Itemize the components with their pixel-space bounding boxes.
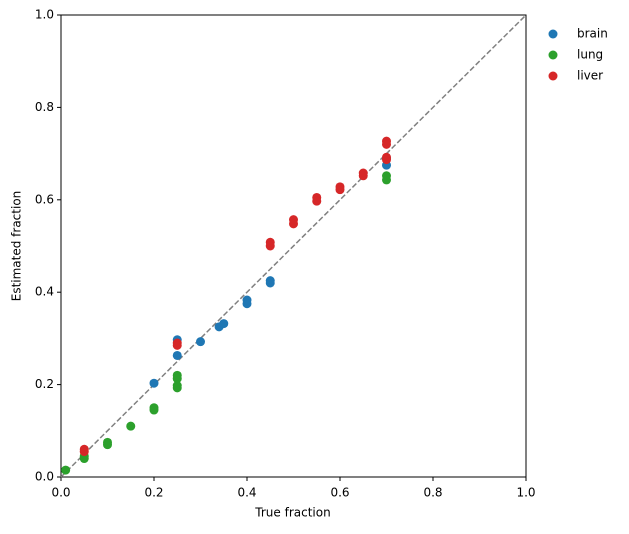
- point: [172, 350, 182, 360]
- point: [172, 383, 182, 393]
- legend-marker: [548, 29, 558, 39]
- x-tick-label: 0.6: [330, 486, 349, 500]
- y-tick-label: 0.4: [35, 285, 54, 299]
- point: [382, 155, 391, 165]
- legend-label: brain: [577, 27, 608, 41]
- x-tick-label: 0.8: [423, 486, 442, 500]
- point: [382, 139, 391, 149]
- point: [219, 319, 229, 329]
- point: [265, 241, 275, 251]
- reference-line: [60, 14, 527, 478]
- y-tick-label: 0.8: [35, 100, 54, 114]
- point: [149, 378, 159, 388]
- point: [172, 340, 182, 350]
- point: [196, 337, 205, 347]
- y-axis-label: Estimated fraction: [10, 191, 24, 302]
- y-tick-label: 0.2: [35, 377, 54, 391]
- x-tick-label: 1.0: [516, 486, 535, 500]
- point: [358, 171, 368, 181]
- point: [172, 374, 182, 384]
- point: [103, 440, 112, 450]
- legend-label: liver: [577, 69, 603, 83]
- point: [289, 219, 298, 229]
- point: [126, 421, 136, 431]
- legend-marker: [548, 71, 558, 81]
- point: [242, 299, 252, 309]
- y-tick-label: 0.0: [35, 470, 54, 484]
- x-tick-label: 0.4: [237, 486, 256, 500]
- x-tick-label: 0.0: [51, 486, 70, 500]
- y-tick-label: 1.0: [35, 8, 54, 22]
- y-tick-label: 0.6: [35, 192, 54, 206]
- point: [265, 278, 275, 288]
- x-axis-label: True fraction: [254, 506, 330, 520]
- legend-label: lung: [577, 48, 603, 62]
- point: [61, 465, 71, 475]
- point: [149, 405, 159, 415]
- plot-frame: [60, 14, 527, 478]
- point: [382, 175, 391, 185]
- point: [335, 185, 345, 195]
- legend-marker: [548, 50, 558, 60]
- point: [79, 447, 89, 457]
- x-tick-label: 0.2: [144, 486, 163, 500]
- point: [312, 196, 322, 206]
